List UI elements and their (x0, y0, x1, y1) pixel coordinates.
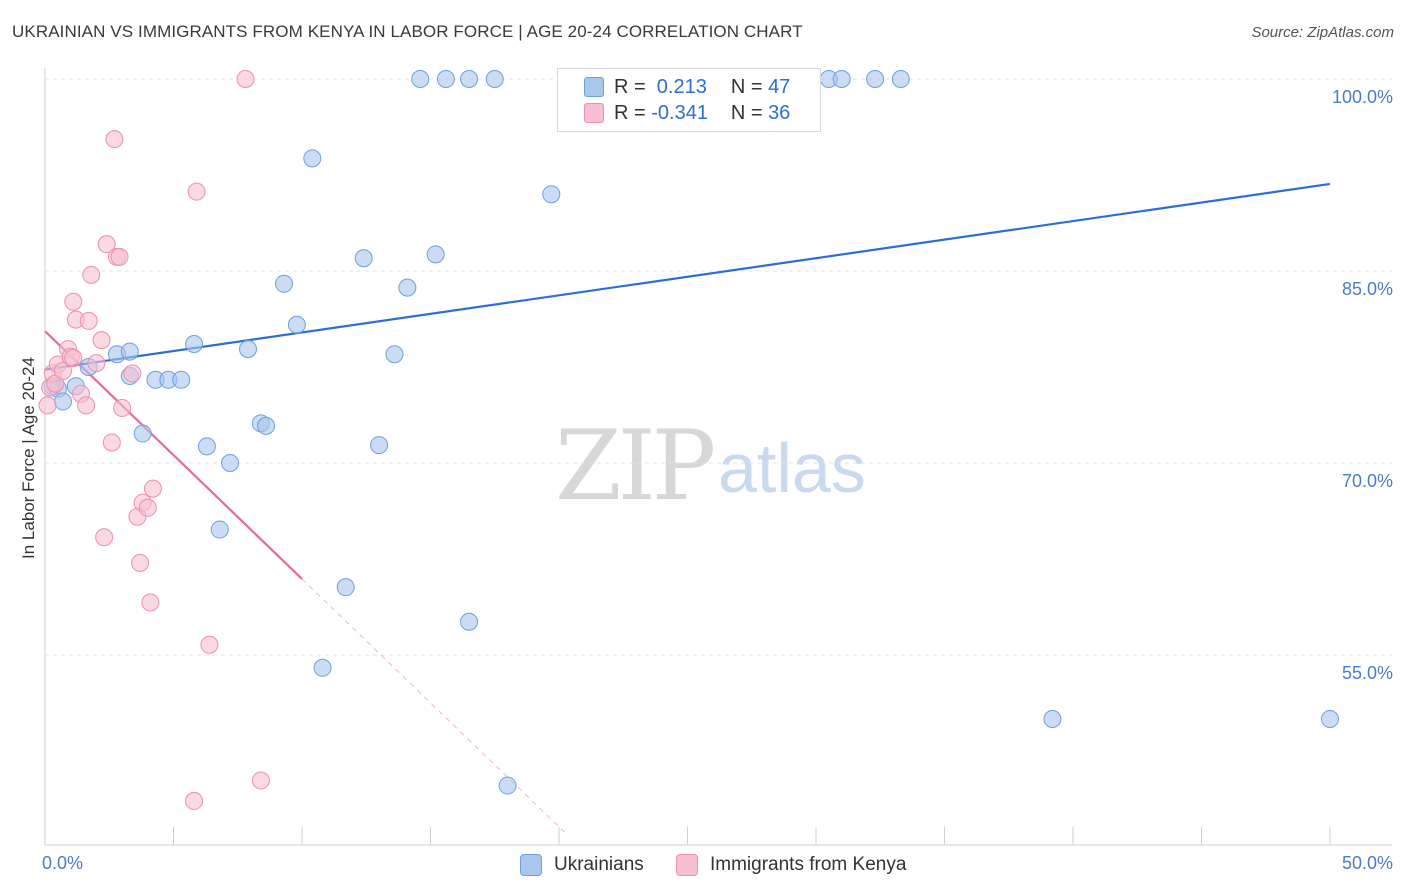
x-tick-label: 0.0% (42, 853, 83, 873)
y-tick-label: 100.0% (1332, 87, 1393, 107)
trend-line-extension-pink (301, 578, 568, 835)
data-point-blue (542, 185, 561, 204)
data-point-pink (123, 364, 142, 383)
data-point-blue (460, 612, 479, 631)
data-point-blue (436, 70, 455, 88)
y-axis-label: In Labor Force | Age 20-24 (19, 357, 38, 559)
data-point-blue (485, 70, 504, 88)
data-point-pink (187, 182, 206, 201)
data-point-pink (53, 361, 72, 380)
data-point-blue (460, 70, 479, 88)
data-point-pink (38, 396, 57, 415)
data-point-pink (236, 70, 255, 88)
data-point-pink (87, 354, 106, 373)
chart-title: UKRAINIAN VS IMMIGRANTS FROM KENYA IN LA… (12, 22, 803, 41)
data-point-blue (426, 245, 445, 264)
data-point-blue (398, 278, 417, 297)
data-point-blue (239, 340, 258, 359)
data-point-blue (370, 436, 389, 455)
data-point-pink (82, 265, 101, 284)
data-point-blue (120, 342, 139, 361)
data-point-pink (185, 791, 204, 810)
data-point-pink (131, 553, 150, 572)
watermark-zip: ZIP (555, 410, 716, 522)
watermark-atlas: atlas (718, 429, 866, 507)
data-point-pink (141, 593, 160, 612)
legend-n-label: N = (730, 76, 763, 98)
data-point-blue (1321, 710, 1339, 728)
axes (44, 68, 1392, 846)
data-point-pink (251, 771, 270, 790)
grid-lines (45, 78, 1392, 656)
legend-n-value: 36 (768, 102, 791, 124)
data-point-blue (1043, 710, 1062, 728)
legend-swatch-blue (584, 77, 604, 97)
data-point-blue (53, 392, 72, 411)
data-point-pink (138, 498, 157, 517)
data-point-blue (832, 70, 851, 88)
data-point-pink (143, 479, 162, 498)
data-point-blue (133, 424, 152, 443)
legend-label-kenya: Immigrants from Kenya (710, 854, 907, 875)
y-tick-label: 55.0% (1342, 663, 1393, 683)
data-point-blue (866, 70, 885, 88)
data-point-blue (172, 370, 191, 389)
data-point-blue (313, 658, 332, 677)
data-point-blue (891, 70, 910, 88)
legend-label-ukrainians: Ukrainians (554, 854, 644, 875)
legend-r-value: 0.213 (651, 76, 707, 98)
data-point-pink (110, 247, 129, 266)
chart-source: Source: ZipAtlas.com (1251, 24, 1394, 41)
data-point-blue (498, 776, 517, 795)
x-tick-label: 50.0% (1342, 853, 1393, 873)
data-point-pink (102, 433, 121, 452)
legend-swatch-kenya (676, 854, 698, 876)
y-tick-label: 85.0% (1342, 279, 1393, 299)
data-point-pink (200, 635, 219, 654)
data-point-pink (64, 349, 83, 368)
data-point-blue (336, 578, 355, 597)
data-point-blue (185, 334, 204, 353)
legend-swatch-ukrainians (520, 854, 542, 876)
data-point-blue (257, 416, 276, 435)
data-point-pink (105, 130, 124, 149)
data-point-blue (221, 454, 240, 472)
data-point-pink (97, 235, 116, 254)
data-point-blue (287, 315, 306, 334)
data-point-blue (385, 345, 404, 364)
trend-line-blue (44, 182, 1331, 371)
data-point-blue (354, 249, 373, 268)
legend-r-label: R = (614, 102, 646, 124)
data-point-pink (77, 396, 96, 415)
data-point-blue (197, 437, 216, 456)
legend-n-label: N = (730, 102, 763, 124)
data-point-blue (411, 70, 430, 88)
data-point-pink (79, 311, 98, 330)
legend-n-value: 47 (768, 76, 791, 98)
data-point-pink (113, 398, 132, 417)
data-point-pink (95, 528, 114, 547)
correlation-legend: R = 0.213 N = 47 R = -0.341 N = 36 (557, 68, 821, 132)
legend-r-value: -0.341 (651, 102, 708, 124)
series-legend: Ukrainians Immigrants from Kenya (0, 852, 1406, 878)
data-point-pink (64, 292, 83, 311)
axis-labels: 55.0% 70.0% 85.0% 100.0% 0.0% 50.0% In Labor F… (19, 87, 1393, 873)
legend-swatch-pink (584, 103, 604, 123)
data-point-blue (210, 520, 229, 539)
data-points (38, 70, 1339, 810)
data-point-pink (92, 331, 111, 350)
data-point-blue (275, 274, 294, 293)
trend-lines (44, 182, 1331, 835)
legend-r-label: R = (614, 76, 646, 98)
data-point-blue (303, 149, 322, 168)
y-tick-label: 70.0% (1342, 471, 1393, 491)
